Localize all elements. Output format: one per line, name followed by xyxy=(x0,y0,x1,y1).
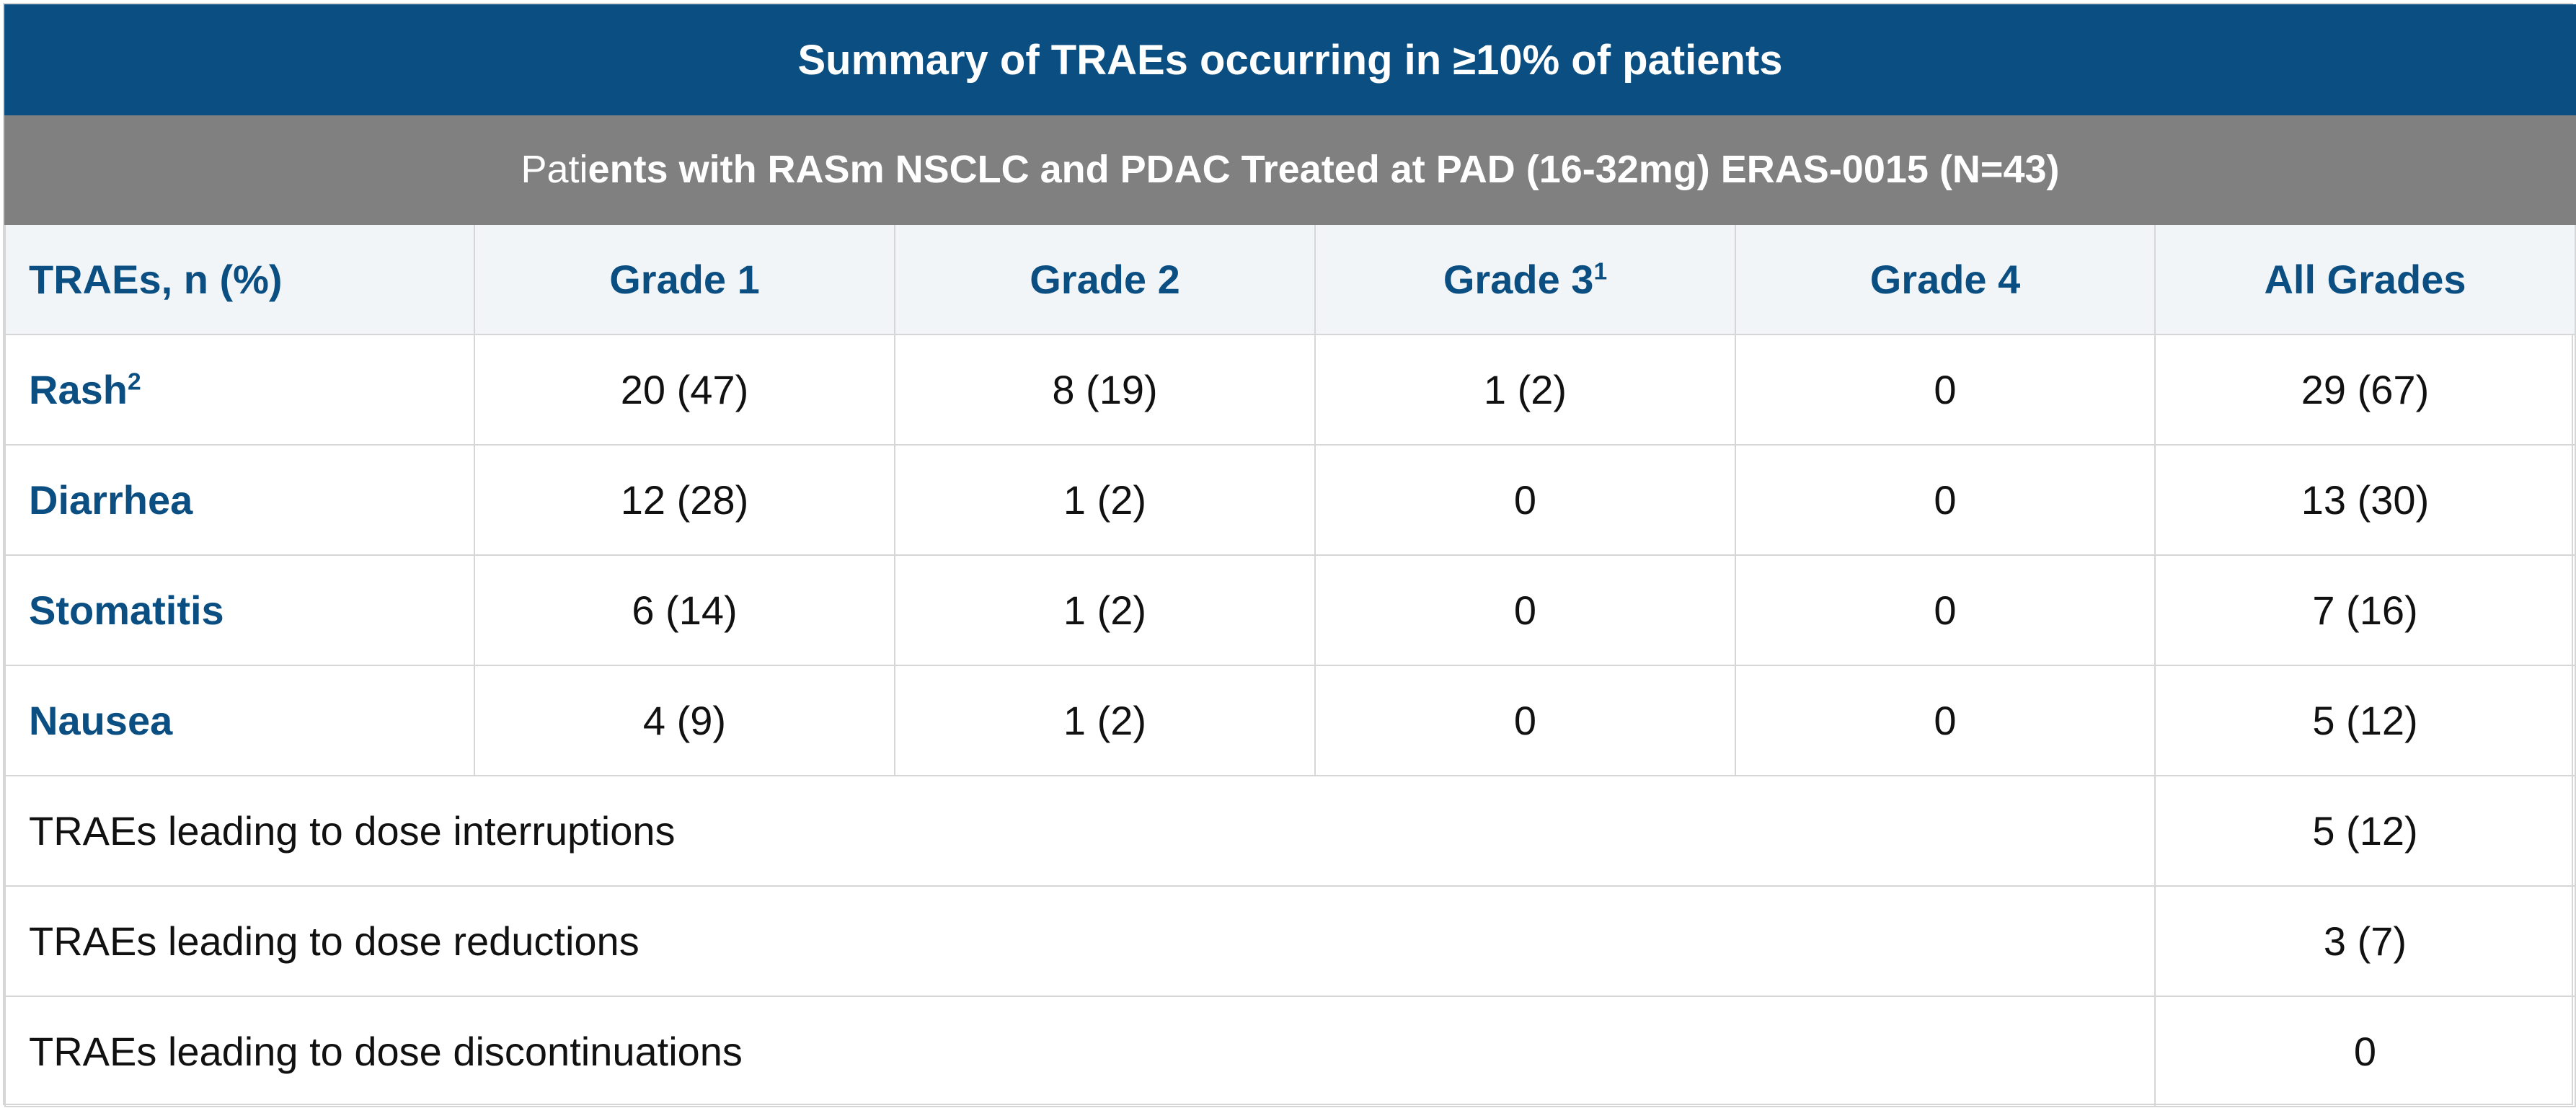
table-row: Nausea 4 (9) 1 (2) 0 0 5 (12) xyxy=(4,665,2576,776)
table-row: Rash2 20 (47) 8 (19) 1 (2) 0 29 (67) xyxy=(4,334,2576,446)
summary-label: TRAEs leading to dose interruptions xyxy=(4,775,2156,887)
trae-summary-table: Summary of TRAEs occurring in ≥10% of pa… xyxy=(4,4,2576,1107)
subtitle-rest: ents with RASm NSCLC and PDAC Treated at… xyxy=(588,148,2060,191)
table-row: Diarrhea 12 (28) 1 (2) 0 0 13 (30) xyxy=(4,444,2576,556)
subtitle-row: Patients with RASm NSCLC and PDAC Treate… xyxy=(4,114,2576,225)
cell-grade-3: 0 xyxy=(1314,554,1736,666)
summary-label: TRAEs leading to dose reductions xyxy=(4,885,2156,997)
row-label: Stomatitis xyxy=(4,554,475,666)
cell-grade-3: 0 xyxy=(1314,665,1736,776)
summary-value: 3 (7) xyxy=(2154,885,2576,997)
table-subtitle: Patients with RASm NSCLC and PDAC Treate… xyxy=(4,114,2576,225)
cell-all-grades: 13 (30) xyxy=(2154,444,2576,556)
subtitle-lead: Pati xyxy=(521,148,588,191)
header-grade-3-label: Grade 3 xyxy=(1443,257,1594,302)
cell-grade-4: 0 xyxy=(1735,334,2156,446)
table-title: Summary of TRAEs occurring in ≥10% of pa… xyxy=(4,4,2576,115)
cell-all-grades: 5 (12) xyxy=(2154,665,2576,776)
cell-grade-1: 20 (47) xyxy=(474,334,895,446)
cell-grade-4: 0 xyxy=(1735,444,2156,556)
cell-grade-1: 6 (14) xyxy=(474,554,895,666)
header-all-grades: All Grades xyxy=(2154,223,2576,335)
summary-row: TRAEs leading to dose discontinuations 0 xyxy=(4,996,2576,1107)
cell-grade-3: 1 (2) xyxy=(1314,334,1736,446)
trae-summary-table-container: Summary of TRAEs occurring in ≥10% of pa… xyxy=(3,3,2576,1107)
cell-grade-2: 1 (2) xyxy=(894,665,1316,776)
table-row: Stomatitis 6 (14) 1 (2) 0 0 7 (16) xyxy=(4,554,2576,666)
cell-grade-1: 4 (9) xyxy=(474,665,895,776)
column-header-row: TRAEs, n (%) Grade 1 Grade 2 Grade 31 Gr… xyxy=(4,223,2576,335)
summary-row: TRAEs leading to dose reductions 3 (7) xyxy=(4,885,2576,997)
row-label: Rash2 xyxy=(4,334,475,446)
cell-grade-3: 0 xyxy=(1314,444,1736,556)
summary-label: TRAEs leading to dose discontinuations xyxy=(4,996,2156,1107)
row-label: Nausea xyxy=(4,665,475,776)
title-row: Summary of TRAEs occurring in ≥10% of pa… xyxy=(4,4,2576,115)
header-grade-1: Grade 1 xyxy=(474,223,895,335)
cell-all-grades: 29 (67) xyxy=(2154,334,2576,446)
row-label: Diarrhea xyxy=(4,444,475,556)
summary-value: 5 (12) xyxy=(2154,775,2576,887)
cell-grade-4: 0 xyxy=(1735,554,2156,666)
header-grade-3: Grade 31 xyxy=(1314,223,1736,335)
header-traes: TRAEs, n (%) xyxy=(4,223,475,335)
cell-grade-2: 1 (2) xyxy=(894,444,1316,556)
row-label-footnote: 2 xyxy=(127,368,141,396)
header-grade-2: Grade 2 xyxy=(894,223,1316,335)
cell-grade-2: 1 (2) xyxy=(894,554,1316,666)
cell-all-grades: 7 (16) xyxy=(2154,554,2576,666)
cell-grade-4: 0 xyxy=(1735,665,2156,776)
summary-value: 0 xyxy=(2154,996,2576,1107)
cell-grade-2: 8 (19) xyxy=(894,334,1316,446)
header-grade-4: Grade 4 xyxy=(1735,223,2156,335)
row-label-text: Rash xyxy=(29,367,128,412)
cell-grade-1: 12 (28) xyxy=(474,444,895,556)
header-grade-3-footnote: 1 xyxy=(1593,258,1608,285)
summary-row: TRAEs leading to dose interruptions 5 (1… xyxy=(4,775,2576,887)
